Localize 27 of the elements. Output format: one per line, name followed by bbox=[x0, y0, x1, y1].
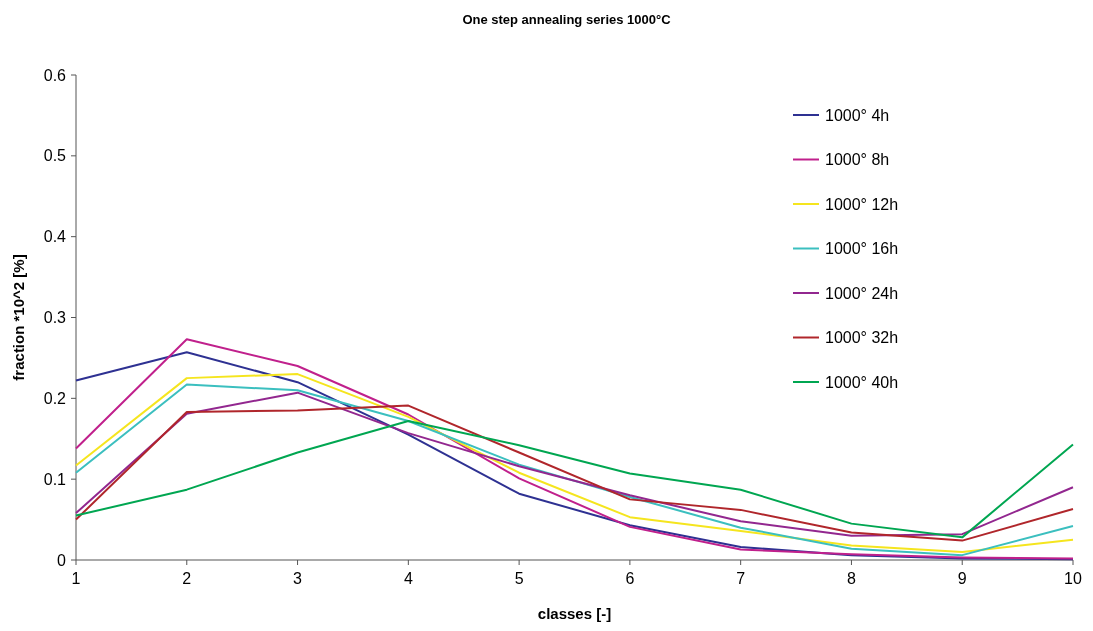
x-tick-label: 2 bbox=[182, 570, 192, 587]
y-tick-label: 0.2 bbox=[43, 389, 67, 407]
y-axis-title: fraction *10^2 [%] bbox=[10, 254, 27, 381]
legend-label: 1000° 4h bbox=[825, 106, 890, 124]
y-tick-label: 0.6 bbox=[43, 66, 67, 84]
y-tick-label: 0.5 bbox=[43, 147, 67, 165]
legend-label: 1000° 8h bbox=[825, 151, 890, 169]
y-tick-label: 0 bbox=[57, 551, 67, 569]
legend-label: 1000° 24h bbox=[825, 284, 899, 302]
x-tick-label: 10 bbox=[1064, 570, 1082, 587]
x-tick-label: 5 bbox=[514, 570, 524, 587]
legend-label: 1000° 12h bbox=[825, 195, 899, 213]
y-tick-label: 0.4 bbox=[43, 228, 67, 246]
y-tick-label: 0.1 bbox=[43, 470, 67, 488]
x-tick-label: 3 bbox=[293, 570, 303, 587]
x-axis-title: classes [-] bbox=[537, 605, 612, 622]
x-tick-label: 6 bbox=[625, 570, 635, 587]
x-tick-label: 9 bbox=[957, 570, 967, 587]
legend-label: 1000° 40h bbox=[825, 373, 899, 391]
legend-label: 1000° 32h bbox=[825, 329, 899, 347]
x-tick-label: 4 bbox=[403, 570, 413, 587]
x-tick-label: 8 bbox=[846, 570, 856, 587]
y-tick-label: 0.3 bbox=[43, 309, 67, 327]
x-tick-label: 7 bbox=[736, 570, 746, 587]
chart-title: One step annealing series 1000°C bbox=[462, 12, 672, 27]
x-tick-label: 1 bbox=[71, 570, 81, 587]
legend-label: 1000° 16h bbox=[825, 240, 899, 258]
